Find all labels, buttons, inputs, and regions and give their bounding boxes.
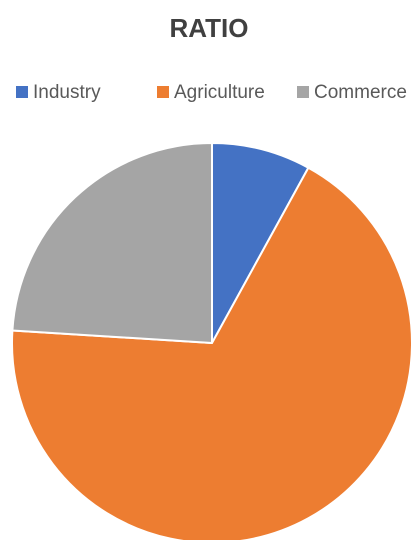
pie-slice <box>211 142 310 344</box>
legend-label: Industry <box>33 82 101 103</box>
legend-swatch <box>16 86 28 98</box>
legend-label: Agriculture <box>174 82 265 103</box>
legend-label: Commerce <box>314 82 407 103</box>
pie-slice <box>11 166 413 540</box>
chart-title: RATIO <box>170 13 249 43</box>
legend-swatch <box>157 86 169 98</box>
pie-slice <box>11 142 213 344</box>
legend-swatch <box>297 86 309 98</box>
